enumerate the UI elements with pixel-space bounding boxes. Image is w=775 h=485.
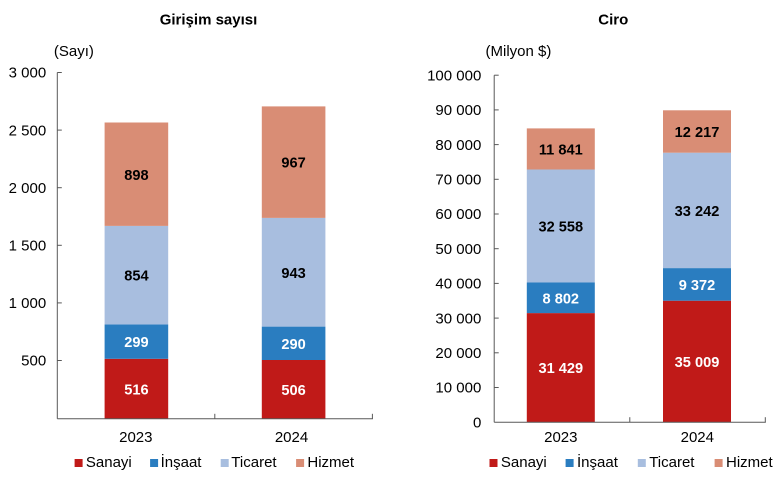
svg-text:Ciro: Ciro — [598, 11, 628, 28]
svg-text:1 500: 1 500 — [9, 238, 47, 255]
svg-text:Sanayi: Sanayi — [501, 454, 547, 471]
svg-text:9 372: 9 372 — [679, 278, 716, 294]
svg-text:898: 898 — [124, 168, 148, 184]
svg-text:20 000: 20 000 — [435, 345, 481, 362]
svg-text:33 242: 33 242 — [675, 204, 720, 220]
svg-text:80 000: 80 000 — [435, 137, 481, 154]
svg-text:50 000: 50 000 — [435, 241, 481, 258]
svg-text:3 000: 3 000 — [9, 65, 47, 82]
svg-text:32 558: 32 558 — [538, 220, 583, 236]
svg-text:506: 506 — [281, 383, 305, 399]
svg-text:516: 516 — [124, 382, 148, 398]
svg-text:12 217: 12 217 — [675, 125, 720, 141]
svg-text:2024: 2024 — [681, 429, 714, 446]
svg-text:2 500: 2 500 — [9, 122, 47, 139]
svg-text:967: 967 — [281, 156, 305, 172]
svg-text:(Milyon $): (Milyon $) — [486, 43, 552, 60]
svg-text:Ticaret: Ticaret — [649, 454, 695, 471]
svg-text:299: 299 — [124, 335, 148, 351]
svg-text:35 009: 35 009 — [675, 355, 720, 371]
svg-text:2023: 2023 — [544, 429, 577, 446]
svg-text:Ticaret: Ticaret — [231, 454, 277, 471]
svg-text:90 000: 90 000 — [435, 102, 481, 119]
svg-text:60 000: 60 000 — [435, 206, 481, 223]
svg-text:31 429: 31 429 — [538, 361, 583, 377]
svg-text:100 000: 100 000 — [427, 67, 481, 84]
svg-text:Girişim sayısı: Girişim sayısı — [160, 12, 258, 29]
svg-text:2 000: 2 000 — [9, 180, 47, 197]
svg-text:11 841: 11 841 — [539, 143, 583, 159]
svg-text:2024: 2024 — [275, 429, 308, 446]
svg-text:(Sayı): (Sayı) — [54, 43, 94, 60]
svg-text:2023: 2023 — [119, 429, 152, 446]
svg-text:943: 943 — [281, 266, 305, 282]
svg-text:0: 0 — [473, 414, 481, 431]
svg-text:Hizmet: Hizmet — [726, 454, 774, 471]
svg-text:Sanayi: Sanayi — [86, 454, 132, 471]
svg-text:70 000: 70 000 — [435, 172, 481, 189]
svg-text:1 000: 1 000 — [9, 295, 47, 312]
svg-text:10 000: 10 000 — [435, 380, 481, 397]
svg-text:290: 290 — [281, 337, 305, 353]
svg-text:Hizmet: Hizmet — [307, 454, 355, 471]
svg-text:İnşaat: İnşaat — [161, 453, 203, 471]
svg-text:30 000: 30 000 — [435, 310, 481, 327]
svg-text:500: 500 — [21, 353, 46, 370]
svg-text:854: 854 — [124, 269, 149, 285]
svg-text:40 000: 40 000 — [435, 276, 481, 293]
svg-text:İnşaat: İnşaat — [577, 453, 619, 471]
svg-text:8 802: 8 802 — [543, 291, 580, 307]
